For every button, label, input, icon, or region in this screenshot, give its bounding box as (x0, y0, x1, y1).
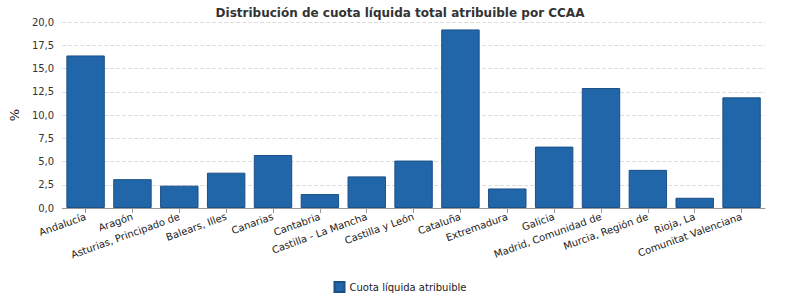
svg-text:Castilla - La Mancha: Castilla - La Mancha (270, 210, 369, 256)
svg-text:Andalucía: Andalucía (37, 211, 87, 238)
svg-text:Galicia: Galicia (520, 210, 556, 233)
svg-text:7,5: 7,5 (38, 133, 54, 144)
svg-text:Distribución de cuota líquida: Distribución de cuota líquida total atri… (216, 6, 586, 20)
svg-text:Cataluña: Cataluña (416, 210, 463, 237)
svg-text:2,5: 2,5 (38, 179, 54, 190)
svg-text:Aragón: Aragón (96, 210, 135, 234)
svg-text:Extremadura: Extremadura (444, 211, 509, 244)
svg-text:15,0: 15,0 (32, 63, 54, 74)
svg-text:Castilla y León: Castilla y León (343, 211, 415, 246)
svg-text:Asturias, Principado de: Asturias, Principado de (69, 211, 181, 261)
svg-text:17,5: 17,5 (32, 40, 54, 51)
svg-text:10,0: 10,0 (32, 110, 54, 121)
svg-text:Comunitat Valenciana: Comunitat Valenciana (637, 211, 744, 259)
svg-text:Rioja, La: Rioja, La (652, 210, 697, 236)
svg-text:Cantabria: Cantabria (272, 210, 322, 238)
svg-text:%: % (7, 109, 22, 121)
svg-text:Canarias: Canarias (230, 211, 275, 236)
svg-text:Madrid, Comunidad de: Madrid, Comunidad de (492, 210, 603, 260)
svg-text:12,5: 12,5 (32, 86, 54, 97)
svg-text:Murcia, Región de: Murcia, Región de (562, 211, 650, 252)
svg-text:Cuota líquida atribuible: Cuota líquida atribuible (349, 282, 466, 293)
svg-text:5,0: 5,0 (38, 156, 54, 167)
svg-text:0,0: 0,0 (38, 203, 54, 214)
svg-text:Balears, Illes: Balears, Illes (165, 211, 229, 243)
svg-text:20,0: 20,0 (32, 17, 54, 28)
